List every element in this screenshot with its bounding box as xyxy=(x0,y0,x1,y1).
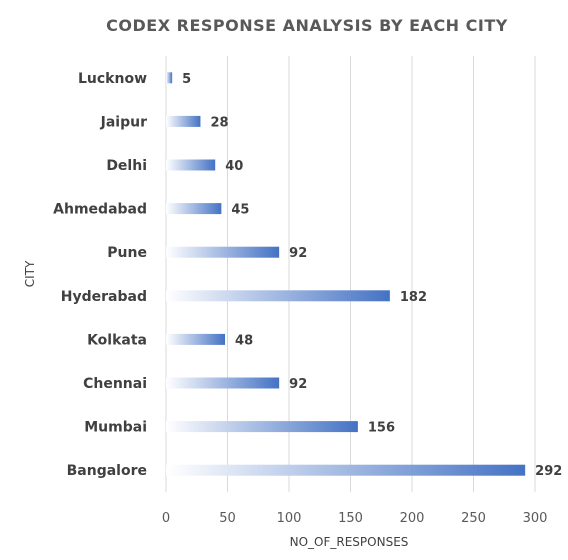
y-axis-title: CITY xyxy=(23,260,37,287)
x-tick-label: 200 xyxy=(400,511,425,526)
bar-ahmedabad xyxy=(166,203,222,215)
bar-mumbai xyxy=(166,421,358,433)
x-axis-title: NO_OF_RESPONSES xyxy=(290,535,409,549)
bar-kolkata xyxy=(166,333,226,345)
bar-lucknow xyxy=(166,72,173,84)
category-label-pune: Pune xyxy=(107,245,147,261)
x-tick-labels: 0 50 100 150 200 250 300 xyxy=(162,511,548,526)
gridlines xyxy=(165,56,536,492)
x-tick-label: 100 xyxy=(277,511,302,526)
data-label-bangalore: 292 xyxy=(535,464,562,479)
bars xyxy=(166,72,526,476)
bar-jaipur xyxy=(166,115,201,127)
category-label-mumbai: Mumbai xyxy=(84,420,147,436)
category-labels: Lucknow Jaipur Delhi Ahmedabad Pune Hyderabad… xyxy=(53,71,147,479)
data-label-mumbai: 156 xyxy=(368,421,395,436)
x-tick-label: 150 xyxy=(338,511,363,526)
category-label-chennai: Chennai xyxy=(83,376,147,392)
bar-pune xyxy=(166,246,280,258)
data-label-chennai: 92 xyxy=(289,377,307,392)
data-label-pune: 92 xyxy=(289,246,307,261)
bar-hyderabad xyxy=(166,290,390,302)
data-label-hyderabad: 182 xyxy=(400,290,427,305)
category-label-kolkata: Kolkata xyxy=(87,332,147,348)
x-tick-label: 250 xyxy=(461,511,486,526)
category-label-delhi: Delhi xyxy=(106,158,147,174)
category-label-ahmedabad: Ahmedabad xyxy=(53,202,147,218)
chart-title: CODEX RESPONSE ANALYSIS BY EACH CITY xyxy=(106,16,508,35)
category-label-jaipur: Jaipur xyxy=(100,114,147,130)
x-tick-label: 0 xyxy=(162,511,170,526)
bar-chennai xyxy=(166,377,280,389)
category-label-hyderabad: Hyderabad xyxy=(61,289,147,305)
data-label-delhi: 40 xyxy=(225,159,243,174)
x-tick-label: 300 xyxy=(523,511,548,526)
data-labels: 5 28 40 45 92 182 48 92 156 292 xyxy=(182,72,562,479)
data-label-lucknow: 5 xyxy=(182,72,191,87)
data-label-jaipur: 28 xyxy=(210,115,228,130)
bar-bangalore xyxy=(166,464,526,476)
x-tick-label: 50 xyxy=(219,511,236,526)
category-label-lucknow: Lucknow xyxy=(78,71,147,87)
bar-delhi xyxy=(166,159,216,171)
category-label-bangalore: Bangalore xyxy=(67,463,147,479)
data-label-kolkata: 48 xyxy=(235,333,253,348)
data-label-ahmedabad: 45 xyxy=(231,203,249,218)
